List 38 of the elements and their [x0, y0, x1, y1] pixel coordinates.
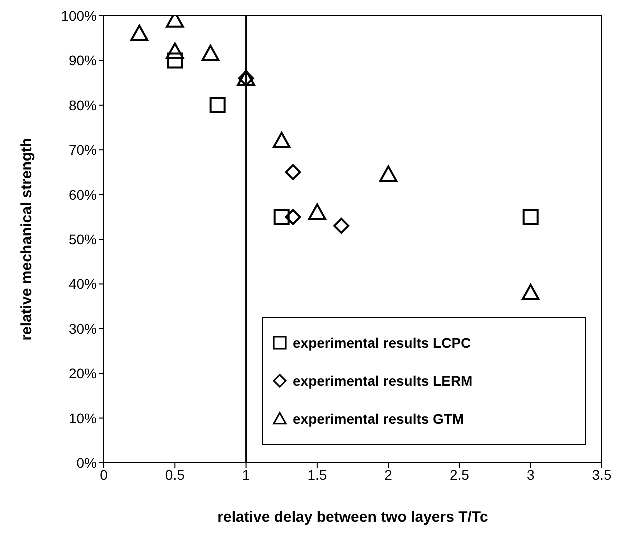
x-tick-label: 1: [242, 466, 250, 483]
point: [334, 218, 350, 234]
point: [380, 166, 398, 182]
y-tick-label: 30%: [68, 320, 97, 337]
x-tick-label: 1.5: [308, 466, 328, 483]
y-tick-label: 80%: [68, 97, 97, 114]
point: [272, 132, 291, 149]
y-tick-label: 0%: [76, 454, 97, 471]
point: [167, 52, 184, 69]
y-tick-label: 10%: [68, 410, 97, 426]
y-tick-label: 100%: [61, 8, 97, 24]
legend-label: experimental results GTM: [293, 411, 464, 427]
point: [202, 44, 220, 62]
point: [308, 204, 326, 220]
y-tick-label: 50%: [68, 231, 97, 248]
legend-label: experimental results LCPC: [293, 335, 472, 351]
legend-label: experimental results LERM: [293, 373, 473, 389]
x-tick-label: 2.5: [450, 466, 470, 483]
x-axis-title: relative delay between two layers T/Tc: [218, 509, 488, 526]
x-tick-label: 3.5: [592, 466, 612, 483]
point: [166, 42, 184, 60]
point: [274, 209, 290, 226]
y-tick-label: 20%: [68, 366, 97, 382]
x-tick-label: 0: [100, 466, 108, 483]
point: [210, 97, 226, 114]
point: [130, 24, 149, 42]
x-tick-label: 3: [526, 466, 535, 483]
point: [285, 164, 302, 180]
x-tick-label: 0.5: [165, 466, 186, 483]
point: [522, 209, 539, 226]
y-tick-label: 40%: [68, 276, 97, 292]
point: [285, 209, 302, 226]
y-tick-label: 70%: [68, 142, 97, 158]
y-axis-title: relative mechanical strength: [18, 138, 36, 341]
x-tick-label: 2: [384, 466, 393, 483]
point: [522, 284, 540, 301]
y-tick-label: 60%: [68, 186, 97, 203]
y-tick-label: 90%: [68, 52, 97, 69]
